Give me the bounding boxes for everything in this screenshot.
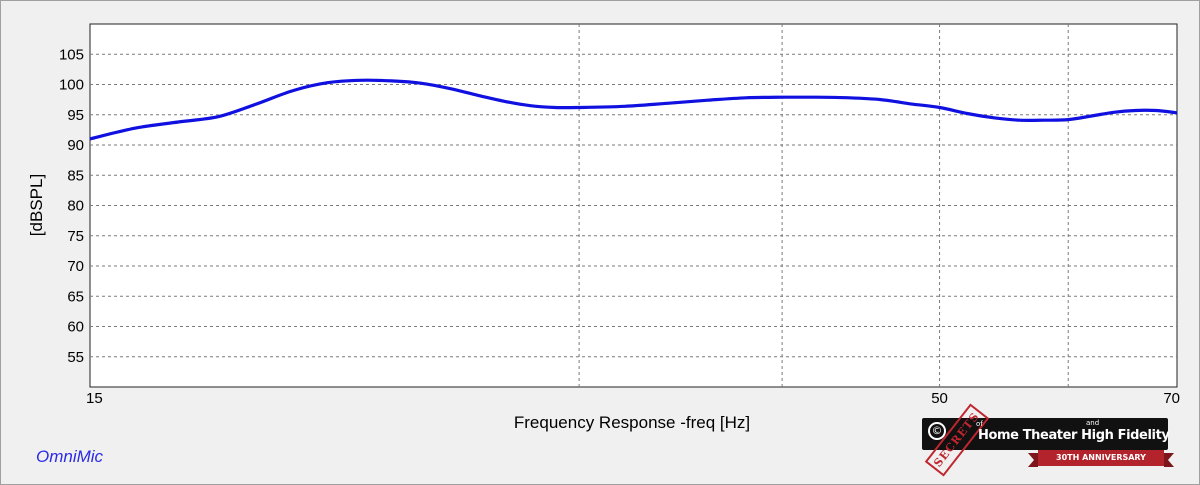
logo-title: Home Theater High Fidelity (978, 428, 1170, 443)
series-line (89, 78, 1178, 141)
logo-ribbon: 30TH ANNIVERSARY (1028, 450, 1174, 467)
logo-banner: © SECRETS of and Home Theater High Fidel… (922, 403, 1170, 477)
x-tick-label-70: 70 (1163, 390, 1180, 407)
y-tick-labels: 55 60 65 70 75 80 85 90 95 100 105 (59, 46, 84, 366)
y-tick-label-100: 100 (59, 77, 84, 94)
y-tick-label-65: 65 (67, 288, 84, 305)
y-tick-label-80: 80 (67, 198, 84, 215)
y-axis-title: [dBSPL] (27, 174, 46, 236)
y-tick-label-70: 70 (67, 258, 84, 275)
secrets-logo: © SECRETS of and Home Theater High Fidel… (920, 403, 1174, 477)
y-tick-label-95: 95 (67, 107, 84, 124)
logo-and: and (1086, 419, 1100, 427)
logo-of: of (976, 420, 983, 428)
x-tick-label-15: 15 (86, 390, 103, 407)
copyright-icon: © (928, 422, 946, 440)
omnimic-watermark: OmniMic (36, 447, 104, 466)
y-tick-label-55: 55 (67, 349, 84, 366)
y-tick-label-75: 75 (67, 228, 84, 245)
x-tick-label-50: 50 (931, 390, 948, 407)
y-tick-label-105: 105 (59, 46, 84, 63)
x-tick-labels: 15 50 70 (86, 390, 1180, 407)
x-axis-title: Frequency Response -freq [Hz] (514, 413, 750, 432)
y-tick-label-90: 90 (67, 137, 84, 154)
y-tick-label-85: 85 (67, 167, 84, 184)
y-tick-label-60: 60 (67, 319, 84, 336)
grid-lines (90, 24, 1177, 387)
